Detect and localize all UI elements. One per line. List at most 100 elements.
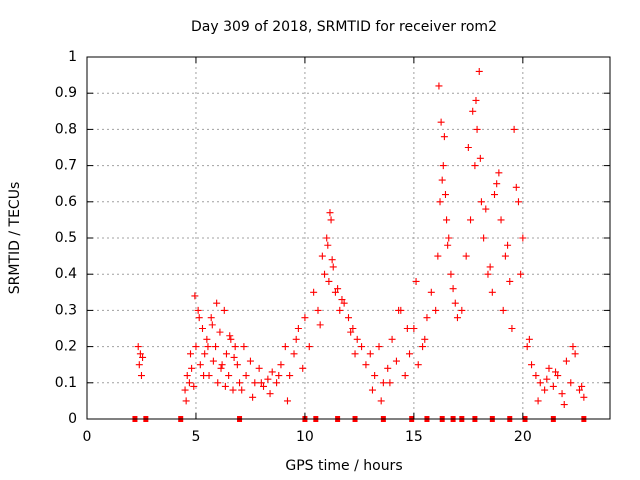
data-point bbox=[183, 372, 191, 380]
data-point bbox=[255, 364, 263, 372]
data-point bbox=[314, 306, 322, 314]
data-point bbox=[230, 353, 238, 361]
data-point bbox=[208, 321, 216, 329]
data-point bbox=[318, 252, 326, 260]
x-axis-label: GPS time / hours bbox=[285, 458, 402, 474]
y-tick-label: 0.5 bbox=[55, 230, 77, 246]
data-point bbox=[290, 350, 298, 358]
data-point bbox=[191, 292, 199, 300]
data-point bbox=[558, 390, 566, 398]
data-point bbox=[242, 372, 250, 380]
data-points bbox=[132, 67, 588, 422]
data-point bbox=[260, 382, 268, 390]
data-point bbox=[580, 393, 588, 401]
y-tick-label: 0.2 bbox=[55, 339, 77, 355]
data-point bbox=[327, 216, 335, 224]
data-point bbox=[214, 379, 222, 387]
data-point bbox=[196, 361, 204, 369]
data-point bbox=[501, 252, 509, 260]
data-point bbox=[480, 234, 488, 242]
data-point bbox=[508, 325, 516, 332]
data-point bbox=[266, 390, 274, 398]
data-point bbox=[268, 368, 276, 376]
data-point bbox=[467, 216, 475, 224]
data-point bbox=[222, 350, 230, 358]
data-point bbox=[523, 343, 531, 351]
data-point bbox=[264, 375, 272, 383]
data-point bbox=[525, 335, 533, 343]
data-point bbox=[198, 325, 206, 332]
data-point bbox=[358, 343, 366, 351]
data-point bbox=[427, 288, 435, 296]
data-point bbox=[310, 288, 318, 296]
data-point bbox=[188, 364, 196, 372]
data-point bbox=[200, 372, 208, 380]
data-point bbox=[371, 372, 379, 380]
y-tick-label: 0.4 bbox=[55, 266, 77, 282]
data-point bbox=[469, 107, 477, 115]
data-point bbox=[392, 357, 400, 365]
data-point bbox=[185, 379, 193, 387]
data-point bbox=[305, 343, 313, 351]
data-point bbox=[476, 154, 484, 162]
data-point bbox=[438, 176, 446, 184]
data-point bbox=[325, 277, 333, 285]
chart-title: Day 309 of 2018, SRMTID for receiver rom… bbox=[191, 19, 497, 35]
data-point bbox=[406, 350, 414, 358]
data-point bbox=[190, 382, 198, 390]
data-point bbox=[575, 386, 583, 394]
data-point bbox=[137, 372, 145, 380]
data-point bbox=[414, 361, 422, 369]
data-point bbox=[379, 379, 387, 387]
data-point bbox=[218, 361, 226, 369]
data-point bbox=[246, 357, 254, 365]
data-point bbox=[301, 314, 309, 322]
data-point bbox=[477, 198, 485, 206]
data-point bbox=[321, 270, 329, 278]
data-point bbox=[440, 133, 448, 141]
data-point bbox=[444, 241, 452, 249]
data-point bbox=[514, 198, 522, 206]
data-point bbox=[207, 314, 215, 322]
y-tick-label: 0.3 bbox=[55, 302, 77, 318]
data-point bbox=[512, 183, 520, 191]
data-point bbox=[471, 162, 479, 170]
data-point bbox=[445, 234, 453, 242]
data-point bbox=[192, 343, 200, 351]
data-point bbox=[281, 343, 289, 351]
y-tick-label: 0.7 bbox=[55, 158, 77, 174]
data-point bbox=[377, 397, 385, 405]
data-point bbox=[578, 382, 586, 390]
data-point bbox=[292, 335, 300, 343]
data-point bbox=[181, 386, 189, 394]
data-point bbox=[201, 350, 209, 358]
data-point bbox=[275, 372, 283, 380]
data-point bbox=[436, 198, 444, 206]
data-point bbox=[249, 393, 257, 401]
data-point bbox=[499, 306, 507, 314]
y-tick-label: 0.8 bbox=[55, 121, 77, 137]
data-point bbox=[401, 372, 409, 380]
data-point bbox=[447, 270, 455, 278]
data-point bbox=[441, 191, 449, 199]
data-point bbox=[491, 191, 499, 199]
x-tick-label: 0 bbox=[83, 429, 92, 445]
data-point bbox=[236, 379, 244, 387]
data-point bbox=[135, 361, 143, 369]
y-tick-label: 0.6 bbox=[55, 194, 77, 210]
data-point bbox=[562, 357, 570, 365]
data-point bbox=[421, 335, 429, 343]
data-point bbox=[439, 162, 447, 170]
data-point bbox=[204, 343, 212, 351]
data-point bbox=[139, 353, 147, 361]
data-point bbox=[134, 343, 142, 351]
data-point bbox=[273, 379, 281, 387]
data-point bbox=[567, 379, 575, 387]
data-point bbox=[227, 335, 235, 343]
data-point bbox=[519, 234, 527, 242]
data-point bbox=[277, 361, 285, 369]
data-point bbox=[545, 364, 553, 372]
data-point bbox=[488, 288, 496, 296]
data-point bbox=[528, 361, 536, 369]
